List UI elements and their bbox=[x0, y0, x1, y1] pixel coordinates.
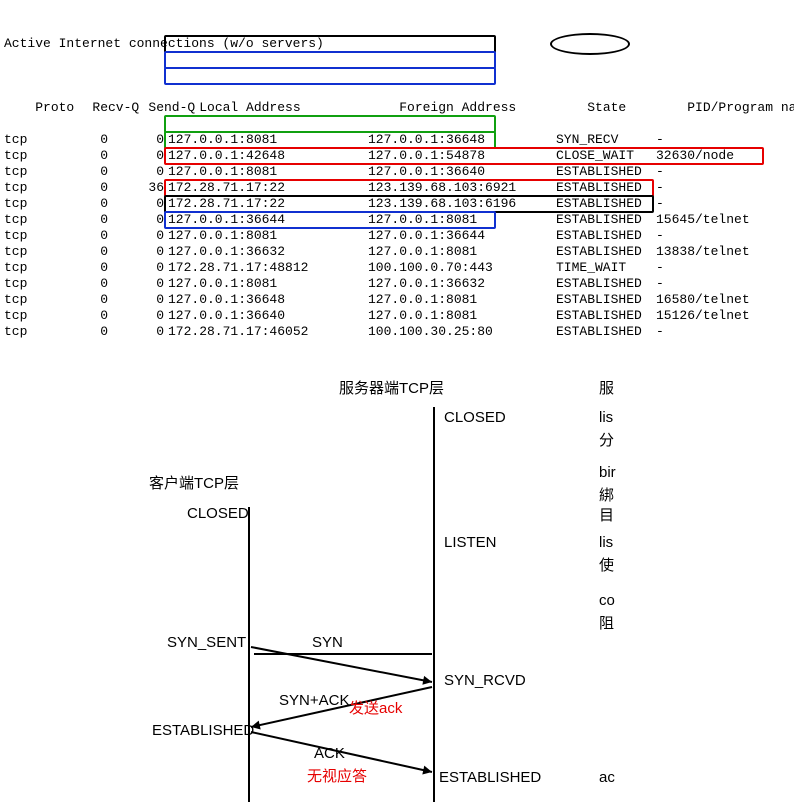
diagram-label: lis bbox=[599, 409, 613, 426]
highlight-box bbox=[164, 51, 496, 69]
table-row: tcp00127.0.0.1:36632127.0.0.1:8081ESTABL… bbox=[4, 244, 794, 260]
netstat-header: ProtoRecv-QSend-QLocal AddressForeign Ad… bbox=[4, 84, 794, 100]
diagram-label: co bbox=[599, 592, 615, 609]
diagram-label: 无视应答 bbox=[307, 765, 367, 786]
table-row: tcp00127.0.0.1:8081127.0.0.1:36632ESTABL… bbox=[4, 276, 794, 292]
diagram-label: SYN_RCVD bbox=[444, 672, 526, 689]
diagram-label: bir bbox=[599, 464, 616, 481]
diagram-label: 目 bbox=[599, 504, 614, 525]
diagram-label: SYN_SENT bbox=[167, 634, 246, 651]
highlight-box bbox=[164, 67, 496, 85]
diagram-label: 发送ack bbox=[349, 697, 402, 718]
table-row: tcp00172.28.71.17:48812100.100.0.70:443T… bbox=[4, 260, 794, 276]
table-row: tcp00127.0.0.1:36648127.0.0.1:8081ESTABL… bbox=[4, 292, 794, 308]
diagram-label: ACK bbox=[314, 745, 345, 762]
highlight-box bbox=[164, 115, 496, 133]
table-row: tcp00172.28.71.17:22123.139.68.103:6196E… bbox=[4, 196, 794, 212]
diagram-label: 服务器端TCP层 bbox=[339, 377, 444, 398]
table-row: tcp036172.28.71.17:22123.139.68.103:6921… bbox=[4, 180, 794, 196]
diagram-label: 服 bbox=[599, 377, 614, 398]
diagram-label: 分 bbox=[599, 429, 614, 450]
netstat-output: Active Internet connections (w/o servers… bbox=[4, 4, 794, 372]
table-row: tcp00172.28.71.17:46052100.100.30.25:80E… bbox=[4, 324, 794, 340]
table-row: tcp00127.0.0.1:36640127.0.0.1:8081ESTABL… bbox=[4, 308, 794, 324]
diagram-label: 綁 bbox=[599, 484, 614, 505]
diagram-label: SYN+ACK bbox=[279, 692, 349, 709]
table-row: tcp00127.0.0.1:8081127.0.0.1:36648SYN_RE… bbox=[4, 132, 794, 148]
diagram-label: ESTABLISHED bbox=[439, 769, 541, 786]
diagram-label: 客户端TCP层 bbox=[149, 472, 239, 493]
diagram-label: ac bbox=[599, 769, 615, 786]
diagram-label: CLOSED bbox=[187, 505, 249, 522]
netstat-title: Active Internet connections (w/o servers… bbox=[4, 36, 794, 52]
diagram-label: 使 bbox=[599, 554, 614, 575]
diagram-label: ESTABLISHED bbox=[152, 722, 254, 739]
diagram-label: LISTEN bbox=[444, 534, 497, 551]
table-row: tcp00127.0.0.1:8081127.0.0.1:36644ESTABL… bbox=[4, 228, 794, 244]
table-row: tcp00127.0.0.1:42648127.0.0.1:54878CLOSE… bbox=[4, 148, 794, 164]
table-row: tcp00127.0.0.1:36644127.0.0.1:8081ESTABL… bbox=[4, 212, 794, 228]
diagram-label: SYN bbox=[312, 634, 343, 651]
diagram-label: CLOSED bbox=[444, 409, 506, 426]
tcp-handshake-diagram: 服务器端TCP层 服 CLOSED lis 分 bir 綁目 客户端TCP层 CLOSED LIS… bbox=[4, 372, 794, 802]
diagram-label: lis bbox=[599, 534, 613, 551]
diagram-label: 阻 bbox=[599, 612, 614, 633]
table-row: tcp00127.0.0.1:8081127.0.0.1:36640ESTABL… bbox=[4, 164, 794, 180]
